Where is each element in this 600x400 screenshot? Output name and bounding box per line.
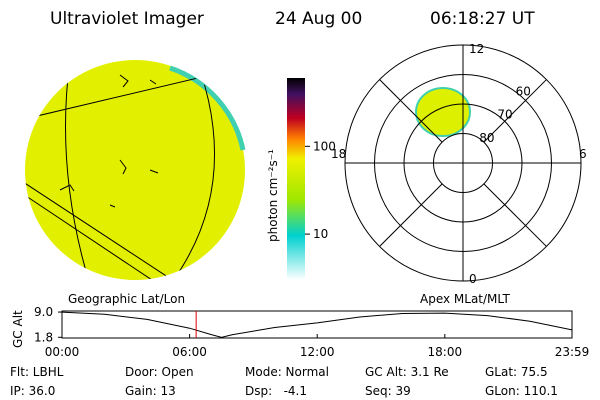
status-field: IP: 36.0 [10,384,55,398]
status-field: Seq: 39 [365,384,411,398]
polar-spoke [379,79,443,143]
status-field: Door: Open [125,365,194,379]
time: 06:18:27 UT [430,9,535,29]
colorbar-label: photon cm⁻²s⁻¹ [266,149,280,242]
date: 24 Aug 00 [275,9,362,29]
status-field: GLat: 75.5 [485,365,548,379]
ring-label: 60 [516,84,531,98]
title: Ultraviolet Imager [50,9,204,29]
status-field: Mode: Normal [245,365,329,379]
apex-label: Apex MLat/MLT [420,292,510,306]
status-field: Dsp: -4.1 [245,384,307,398]
plot-frame [61,310,573,339]
x-tick-label: 23:59 [555,345,590,359]
x-tick-label: 12:00 [300,345,335,359]
x-tick-label: 06:00 [172,345,207,359]
colorbar-tick-label: 100 [313,139,336,153]
y-tick-label: 1.8 [34,330,53,344]
polar-spoke [483,79,547,143]
polar-spoke [483,183,547,247]
mlt-label: 0 [469,272,477,286]
y-tick-label: 9.0 [34,305,53,319]
y-label: GC Alt [11,310,25,348]
status-field: Gain: 13 [125,384,176,398]
ring-label: 70 [497,108,512,122]
mlt-label: 12 [469,42,484,56]
earth-image [25,60,246,280]
mlt-label: 18 [331,147,346,161]
geo-label: Geographic Lat/Lon [68,292,185,306]
x-tick-label: 00:00 [45,345,80,359]
mlt-label: 6 [579,147,587,161]
status-field: Flt: LBHL [10,365,64,379]
polar-spoke [379,183,443,247]
colorbar [287,78,305,280]
ring-label: 80 [479,131,494,145]
gc-alt-curve [61,311,573,338]
status-field: GC Alt: 3.1 Re [365,365,449,379]
colorbar-tick-label: 10 [313,227,328,241]
status-field: GLon: 110.1 [485,384,558,398]
x-tick-label: 18:00 [428,345,463,359]
